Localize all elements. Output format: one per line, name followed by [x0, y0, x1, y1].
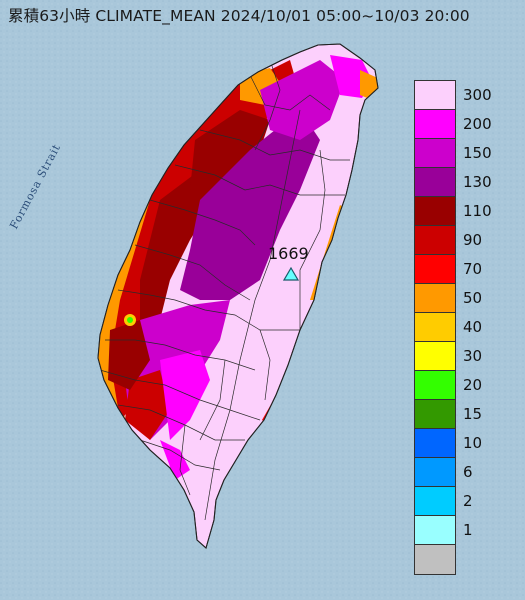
legend-label: 15: [463, 404, 483, 423]
legend-label: 6: [463, 462, 473, 481]
legend-label: 90: [463, 230, 483, 249]
legend-label: 20: [463, 375, 483, 394]
legend-label: 130: [463, 172, 492, 191]
legend-label: 30: [463, 346, 483, 365]
legend-swatch: [415, 139, 455, 168]
legend-swatch: [415, 110, 455, 139]
triangle-marker-icon: [283, 267, 299, 281]
legend-swatch: [415, 342, 455, 371]
admin-boundaries: [99, 59, 350, 521]
legend-label: 300: [463, 85, 492, 104]
legend-label: 1: [463, 520, 473, 539]
legend-label: 150: [463, 143, 492, 162]
legend-swatch: [415, 545, 455, 574]
legend-swatch: [415, 226, 455, 255]
legend-label: 110: [463, 201, 492, 220]
legend-swatch: [415, 284, 455, 313]
legend-label: 70: [463, 259, 483, 278]
legend-label: 40: [463, 317, 483, 336]
legend-swatch: [415, 255, 455, 284]
coastline: [97, 43, 379, 549]
legend-swatch: [415, 168, 455, 197]
legend-swatch: [415, 400, 455, 429]
legend-swatch: [415, 371, 455, 400]
legend-swatch: [415, 81, 455, 110]
legend-swatch: [415, 516, 455, 545]
map-title: 累積63小時 CLIMATE_MEAN 2024/10/01 05:00~10/…: [8, 7, 470, 25]
color-legend: [414, 80, 456, 575]
legend-swatch: [415, 197, 455, 226]
legend-swatch: [415, 458, 455, 487]
legend-swatch: [415, 487, 455, 516]
legend-label: 50: [463, 288, 483, 307]
legend-label: 2: [463, 491, 473, 510]
legend-label: 10: [463, 433, 483, 452]
legend-swatch: [415, 313, 455, 342]
legend-label: 200: [463, 114, 492, 133]
max-rainfall-value: 1669: [268, 244, 309, 263]
legend-swatch: [415, 429, 455, 458]
